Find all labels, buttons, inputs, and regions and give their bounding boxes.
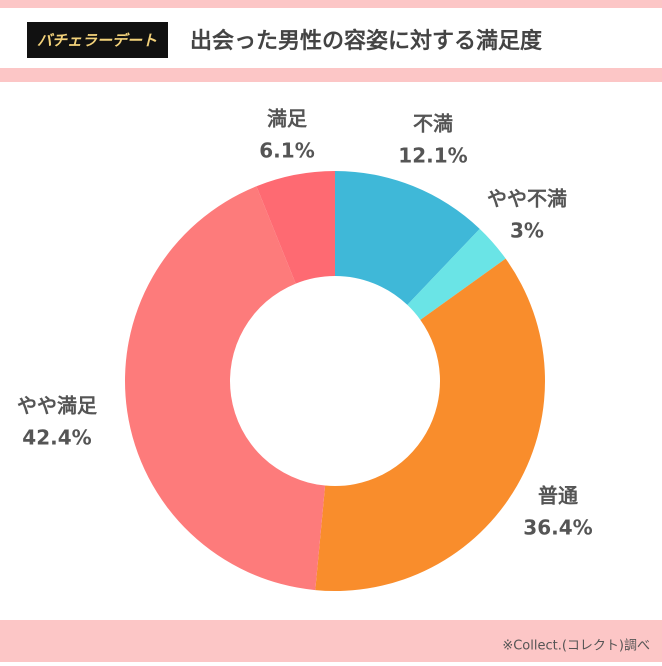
slice-value-label: 6.1% <box>259 139 314 163</box>
slice-label: 満足 <box>267 107 308 131</box>
donut-slice <box>125 186 326 591</box>
slice-label: やや満足 <box>17 394 98 418</box>
donut-slice <box>256 171 335 284</box>
source-note: ※Collect.(コレクト)調べ <box>502 639 650 654</box>
slice-value-label: 42.4% <box>22 426 91 450</box>
logo: バチェラーデート <box>37 32 157 50</box>
slice-label: 普通 <box>538 484 578 508</box>
donut-slice <box>407 228 506 320</box>
logo-box <box>27 22 168 58</box>
footer-band <box>0 620 662 662</box>
chart-title: 出会った男性の容姿に対する満足度 <box>190 28 543 54</box>
slice-value-label: 12.1% <box>398 144 467 168</box>
donut-slice <box>335 171 480 305</box>
header-band <box>0 68 662 82</box>
donut-slice <box>315 258 545 591</box>
slice-value-label: 36.4% <box>523 516 592 540</box>
slice-value-label: 3% <box>510 219 544 243</box>
top-band <box>0 0 662 8</box>
slice-label: 不満 <box>413 112 453 136</box>
slice-label: やや不満 <box>487 187 567 211</box>
